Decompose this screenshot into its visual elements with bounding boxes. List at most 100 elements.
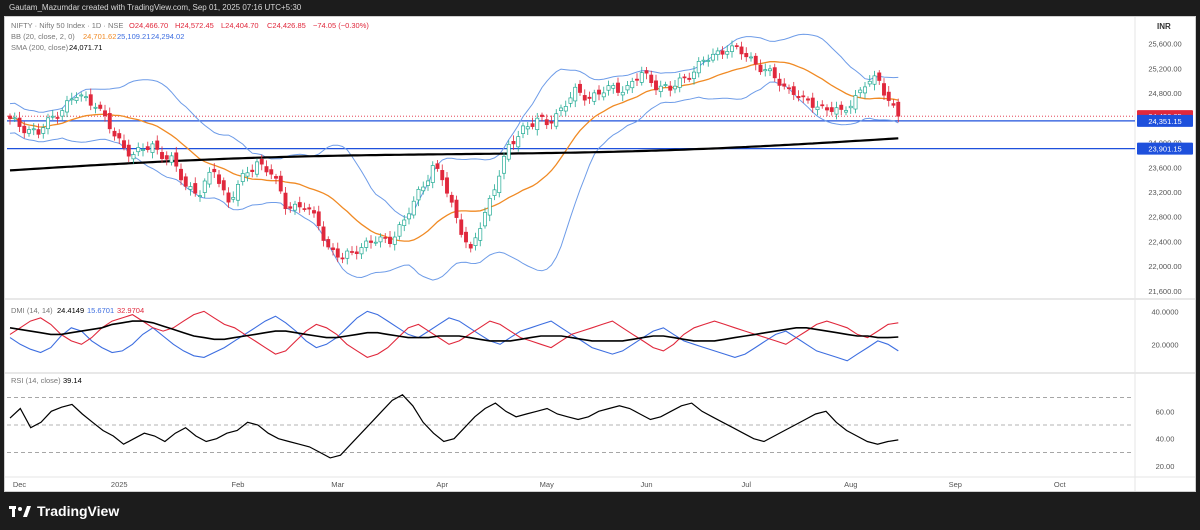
candle-body [635, 78, 639, 81]
candle-body [787, 87, 791, 90]
candle-body [88, 94, 93, 106]
candle-body [882, 83, 886, 96]
candle-body [345, 250, 350, 259]
candle-body [611, 85, 616, 89]
candle-body [27, 129, 31, 134]
candle-body [350, 251, 354, 253]
candle-body [540, 114, 544, 117]
price-badge [1137, 114, 1193, 127]
candle-body [136, 147, 141, 153]
dmi-panel [9, 310, 899, 362]
candle-body [516, 136, 521, 148]
candle-body [79, 94, 84, 97]
price-tick-label: 22,400.00 [1148, 237, 1181, 246]
candle-body [668, 85, 673, 91]
candle-body [711, 53, 715, 61]
candle-body [597, 89, 601, 95]
candle-body [573, 86, 578, 102]
bb-label: BB (20, close, 2, 0) [11, 32, 75, 41]
candle-body [649, 74, 654, 84]
candle-body [886, 91, 891, 101]
candle-body [449, 194, 454, 203]
time-tick-label: Feb [232, 480, 245, 489]
candle-body [74, 97, 79, 101]
axes: 25,600.0025,200.0024,800.0024,400.0024,0… [13, 40, 1193, 489]
time-tick-label: Aug [844, 480, 857, 489]
candle-body [658, 85, 663, 92]
candle-body [445, 177, 449, 194]
candle-body [839, 104, 844, 110]
time-tick-label: Mar [331, 480, 344, 489]
candle-body [283, 192, 288, 210]
candle-body [255, 161, 259, 175]
tradingview-logo[interactable]: TradingView [9, 503, 119, 519]
time-tick-label: Jun [640, 480, 652, 489]
price-tick-label: 25,200.00 [1148, 64, 1181, 73]
time-tick-label: Dec [13, 480, 27, 489]
rsi-line [9, 394, 899, 459]
bb-basis-value: 24,701.62 [83, 32, 116, 41]
candle-body [601, 92, 606, 98]
candle-body [22, 125, 27, 134]
dmi-tick-label: 40.0000 [1151, 307, 1178, 316]
price-badge-label: 23,901.15 [1148, 145, 1181, 154]
candle-body [592, 92, 597, 102]
header-caption: Gautam_Mazumdar created with TradingView… [9, 3, 302, 12]
candle-body [863, 86, 867, 94]
candle-body [791, 86, 796, 95]
candle-body [126, 144, 131, 157]
candle-body [411, 200, 416, 216]
candle-body [359, 247, 364, 255]
candle-body [316, 211, 321, 227]
candle-body [820, 104, 825, 107]
symbol-label: NIFTY · Nifty 50 Index · 1D · NSE [11, 21, 123, 30]
candle-body [896, 101, 901, 117]
chart-area[interactable]: 25,600.0025,200.0024,800.0024,400.0024,0… [4, 16, 1196, 492]
candle-body [701, 59, 706, 62]
candle-body [867, 80, 872, 85]
candle-body [834, 107, 839, 115]
tradingview-logo-icon [9, 506, 31, 517]
candle-body [46, 117, 50, 130]
candle-body [212, 168, 217, 173]
rsi-tick-label: 40.00 [1156, 435, 1175, 444]
candle-body [535, 117, 540, 131]
price-badge-label: 24,351.15 [1148, 117, 1181, 126]
candle-body [369, 240, 373, 243]
candle-body [69, 98, 74, 101]
candle-body [440, 170, 445, 181]
candle-body [706, 60, 711, 62]
rsi-value: 39.14 [63, 376, 82, 385]
time-tick-label: Apr [436, 480, 448, 489]
candle-body [155, 140, 160, 150]
chart-svg[interactable]: 25,600.0025,200.0024,800.0024,400.0024,0… [5, 17, 1195, 491]
candle-body [407, 213, 411, 220]
rsi-legend: RSI (14, close) 39.14 [11, 376, 82, 385]
candle-body [65, 100, 69, 113]
dmi-label: DMI (14, 14) [11, 306, 53, 315]
candle-body [188, 186, 193, 190]
candle-body [768, 68, 772, 72]
candle-body [625, 85, 630, 91]
footer: TradingView [0, 494, 1200, 530]
candle-body [31, 128, 36, 131]
candle-body [169, 155, 174, 163]
candle-body [312, 210, 316, 214]
candle-body [274, 176, 278, 179]
candle-body [782, 83, 787, 87]
candle-body [810, 97, 815, 108]
candle-body [264, 166, 269, 173]
sma-label: SMA (200, close) [11, 43, 69, 52]
candle-body [8, 115, 12, 119]
candle-body [435, 163, 440, 169]
time-tick-label: 2025 [111, 480, 128, 489]
candle-body [525, 126, 530, 130]
candle-body [763, 69, 768, 72]
candle-body [226, 192, 231, 203]
dmi-tick-label: 20.0000 [1151, 340, 1178, 349]
candle-body [758, 64, 763, 73]
bb-basis-line [9, 61, 899, 242]
candle-body [93, 106, 98, 109]
bb-upper-value: 25,109.21 [117, 32, 150, 41]
rsi-panel [7, 394, 1133, 459]
